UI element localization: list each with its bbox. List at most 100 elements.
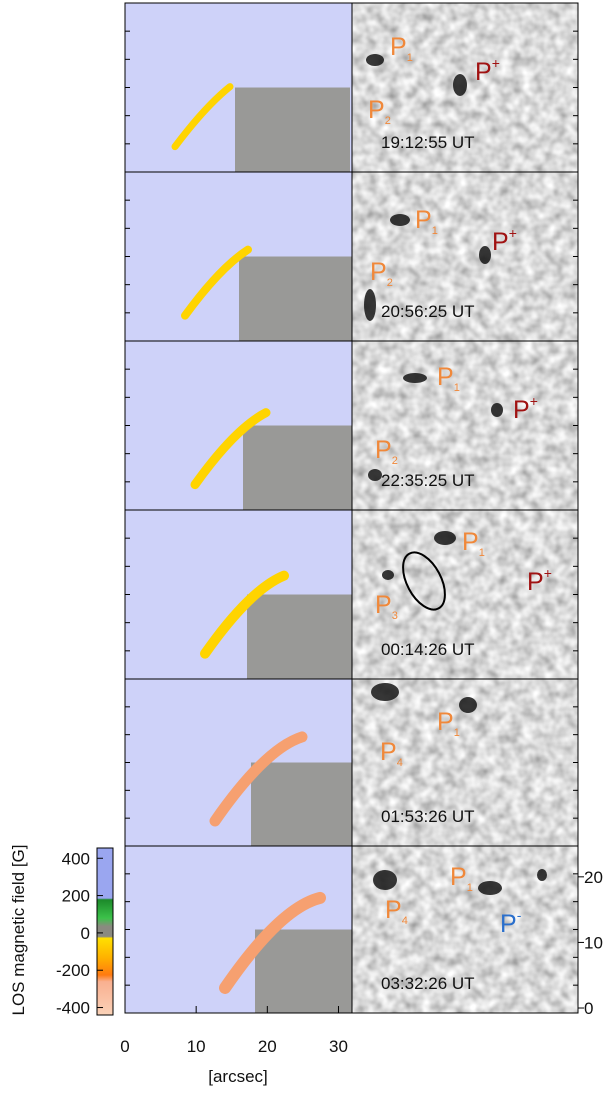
flux-region <box>235 87 350 172</box>
region-label: P1 <box>415 206 438 237</box>
label-main: P <box>500 910 517 938</box>
label-main: P <box>385 896 402 924</box>
region-label: P+ <box>475 55 500 86</box>
pore <box>453 74 467 96</box>
pore <box>382 570 394 580</box>
label-sub: 4 <box>397 757 403 769</box>
flux-region <box>243 425 358 510</box>
colorbar-label: LOS magnetic field [G] <box>9 844 28 1015</box>
pore <box>434 531 456 545</box>
flux-emergence <box>200 570 289 659</box>
label-sub: 3 <box>392 610 398 622</box>
label-sub: 1 <box>479 547 485 559</box>
colorbar-tick-label: 400 <box>62 849 90 868</box>
region-label: P- <box>500 907 522 938</box>
region-label: P+ <box>513 393 538 424</box>
pore <box>479 246 491 264</box>
flux-region <box>239 256 354 341</box>
label-main: P <box>513 396 530 424</box>
region-label: P4 <box>380 738 403 769</box>
label-main: P <box>462 528 479 556</box>
x-tick-label: 30 <box>329 1037 348 1056</box>
y-tick-label: 0 <box>584 999 593 1018</box>
label-main: P <box>370 258 387 286</box>
time-label: 22:35:25 UT <box>381 471 475 490</box>
label-main: P <box>437 708 454 736</box>
time-label: 19:12:55 UT <box>381 133 475 152</box>
region-label: P1 <box>437 708 460 739</box>
label-main: P <box>375 436 392 464</box>
label-sup: + <box>509 225 517 241</box>
x-tick-label: 0 <box>120 1037 129 1056</box>
label-sub: 2 <box>385 115 391 127</box>
y-tick-label: 10 <box>584 933 603 952</box>
flux-region <box>247 594 362 679</box>
time-label: 03:32:26 UT <box>381 974 475 993</box>
label-main: P <box>415 206 432 234</box>
label-main: P <box>368 96 385 124</box>
label-sup: - <box>517 907 522 923</box>
pore <box>371 683 399 701</box>
label-sub: 2 <box>387 277 393 289</box>
y-tick-label: 20 <box>584 868 603 887</box>
time-label: 01:53:26 UT <box>381 807 475 826</box>
x-tick-label: 20 <box>258 1037 277 1056</box>
region-label: P2 <box>375 436 398 467</box>
pore <box>373 870 397 890</box>
label-main: P <box>390 33 407 61</box>
colorbar <box>96 847 114 1016</box>
time-label: 20:56:25 UT <box>381 302 475 321</box>
label-sub: 2 <box>392 455 398 467</box>
region-label: P1 <box>450 863 473 894</box>
label-sup: + <box>544 565 552 581</box>
time-label: 00:14:26 UT <box>381 640 475 659</box>
x-tick-label: 10 <box>187 1037 206 1056</box>
flux-region <box>255 929 370 1013</box>
flux-region <box>251 762 366 846</box>
label-sub: 1 <box>454 382 460 394</box>
pore <box>403 373 427 383</box>
region-label: P+ <box>492 225 517 256</box>
granulation <box>352 172 578 341</box>
label-sub: 1 <box>454 727 460 739</box>
flux-emergence <box>219 891 326 994</box>
colorbar-tick-label: -200 <box>56 961 90 980</box>
label-main: P <box>450 863 467 891</box>
pore <box>364 289 376 321</box>
granulation <box>352 341 578 510</box>
label-main: P <box>492 228 509 256</box>
region-label: P2 <box>368 96 391 127</box>
region-label: P+ <box>527 565 552 596</box>
region-label: P4 <box>385 896 408 927</box>
pore <box>491 403 503 417</box>
label-sub: 1 <box>432 225 438 237</box>
x-axis-label: [arcsec] <box>208 1067 268 1086</box>
colorbar-tick-label: 0 <box>81 924 90 943</box>
region-label: P3 <box>375 591 398 622</box>
label-sup: + <box>530 393 538 409</box>
colorbar-tick-label: -400 <box>56 999 90 1018</box>
flux-emergence <box>181 245 252 320</box>
pore <box>368 469 382 481</box>
pore <box>478 881 502 895</box>
pore <box>537 869 547 881</box>
label-sub: 1 <box>407 52 413 64</box>
flux-emergence <box>171 83 234 151</box>
flux-emergence <box>209 731 308 827</box>
label-main: P <box>380 738 397 766</box>
pore <box>459 697 477 713</box>
label-main: P <box>527 568 544 596</box>
colorbar-tick-label: 200 <box>62 887 90 906</box>
pore <box>366 54 384 66</box>
region-label: P1 <box>437 363 460 394</box>
ellipse-marker <box>402 551 446 611</box>
flux-emergence <box>190 408 271 490</box>
label-main: P <box>437 363 454 391</box>
label-main: P <box>375 591 392 619</box>
label-main: P <box>475 58 492 86</box>
granulation <box>352 510 578 679</box>
label-sub: 4 <box>402 915 408 927</box>
label-sup: + <box>492 55 500 71</box>
pore <box>390 214 410 226</box>
